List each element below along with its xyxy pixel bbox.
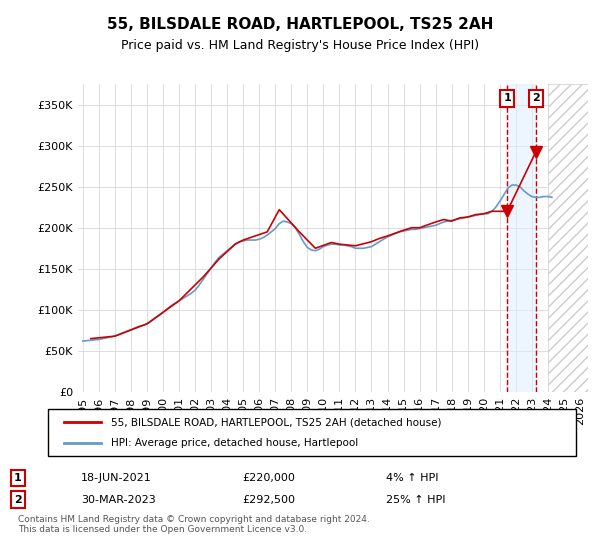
Text: £220,000: £220,000 — [242, 473, 295, 483]
Text: Contains HM Land Registry data © Crown copyright and database right 2024.
This d: Contains HM Land Registry data © Crown c… — [18, 515, 370, 534]
FancyBboxPatch shape — [48, 409, 576, 456]
Bar — [548, 84, 596, 392]
Text: 18-JUN-2021: 18-JUN-2021 — [81, 473, 152, 483]
Text: 4% ↑ HPI: 4% ↑ HPI — [386, 473, 439, 483]
Text: £292,500: £292,500 — [242, 494, 295, 505]
Text: 1: 1 — [503, 93, 511, 103]
Bar — [507, 84, 536, 392]
Text: 1: 1 — [14, 473, 22, 483]
Text: Price paid vs. HM Land Registry's House Price Index (HPI): Price paid vs. HM Land Registry's House … — [121, 39, 479, 52]
Text: 55, BILSDALE ROAD, HARTLEPOOL, TS25 2AH: 55, BILSDALE ROAD, HARTLEPOOL, TS25 2AH — [107, 17, 493, 32]
Text: HPI: Average price, detached house, Hartlepool: HPI: Average price, detached house, Hart… — [112, 438, 359, 448]
Text: 25% ↑ HPI: 25% ↑ HPI — [386, 494, 446, 505]
Text: 2: 2 — [532, 93, 540, 103]
Text: 2: 2 — [14, 494, 22, 505]
Text: 30-MAR-2023: 30-MAR-2023 — [81, 494, 156, 505]
Bar — [548, 84, 596, 392]
Text: 55, BILSDALE ROAD, HARTLEPOOL, TS25 2AH (detached house): 55, BILSDALE ROAD, HARTLEPOOL, TS25 2AH … — [112, 417, 442, 427]
